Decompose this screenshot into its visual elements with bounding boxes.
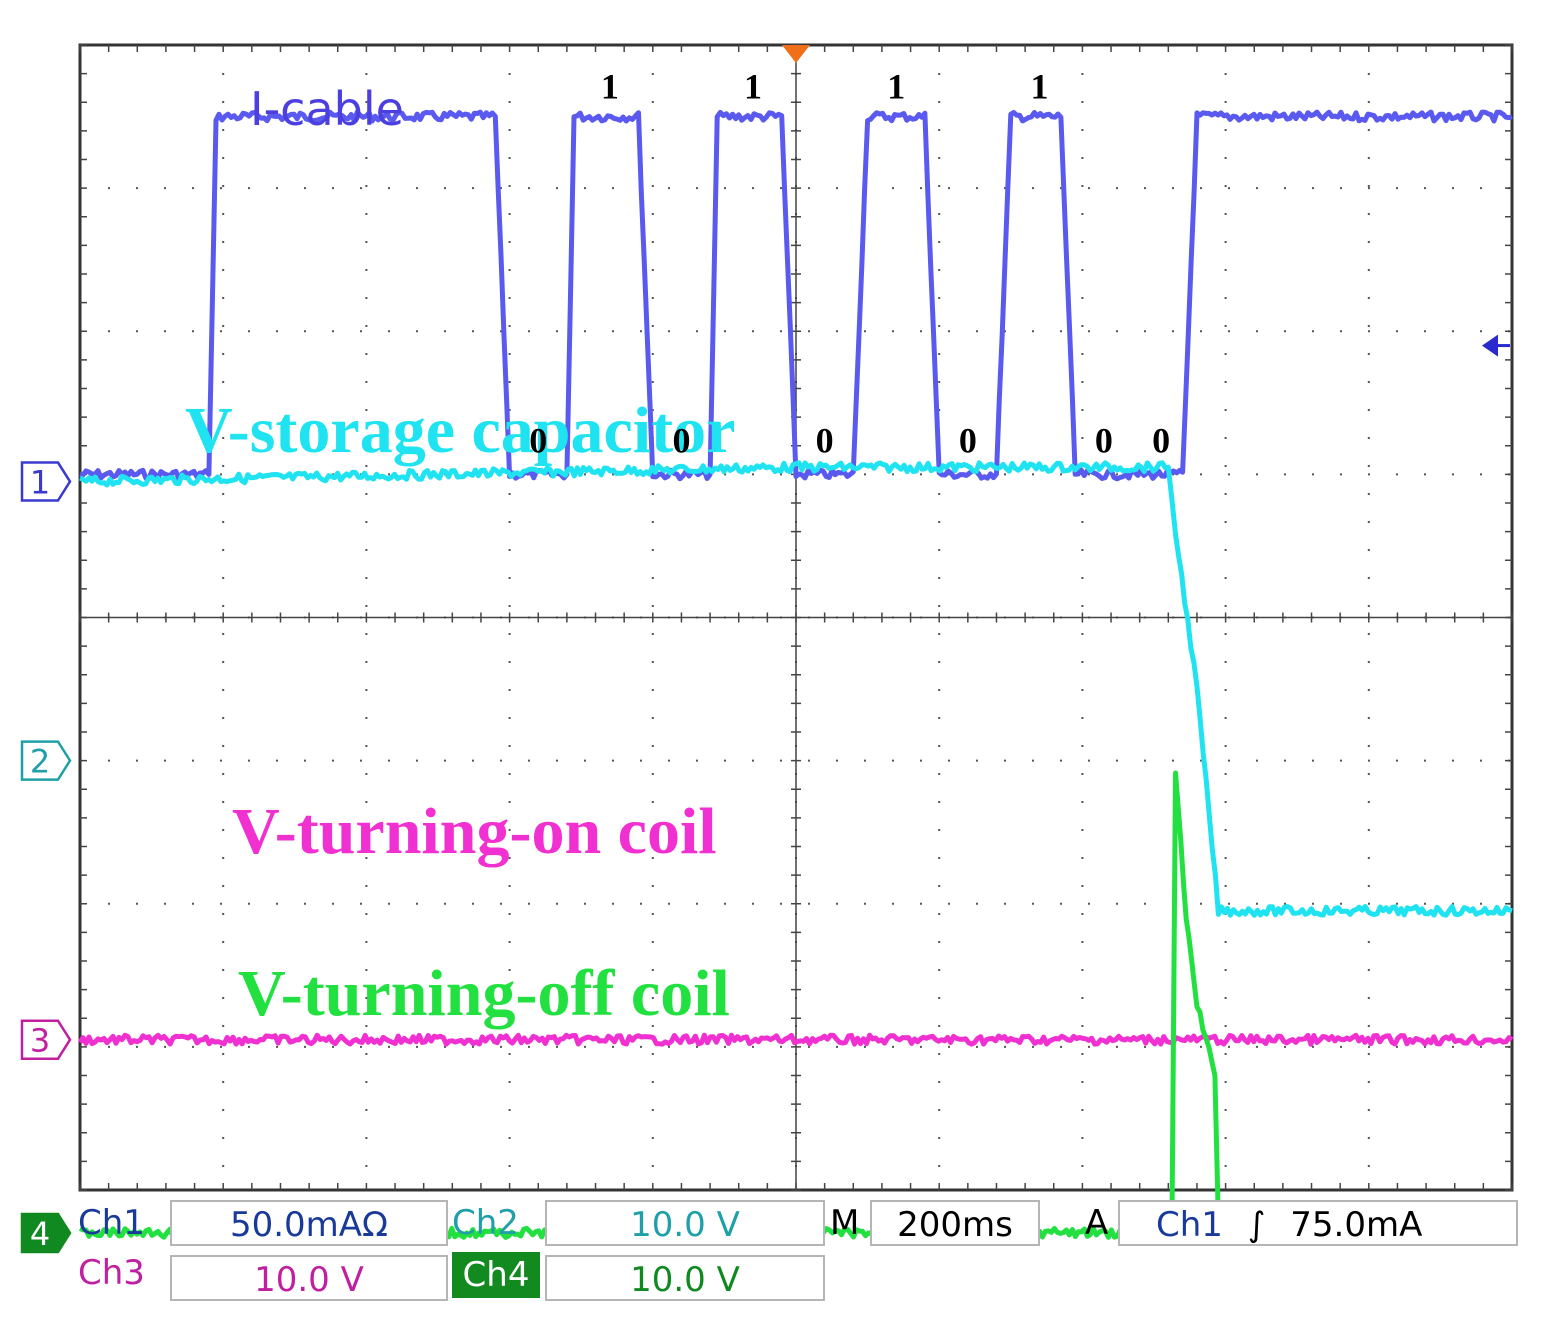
ch1-scale: 50.0mAΩ — [170, 1200, 448, 1246]
ch2-scale: 10.0 V — [545, 1200, 825, 1246]
label-i-cable: I-cable — [250, 82, 404, 136]
timebase-label: M — [830, 1203, 860, 1243]
bit-label: 0 — [529, 420, 547, 460]
ch1-label: Ch1 — [78, 1203, 145, 1243]
trigger-level: 75.0mA — [1290, 1205, 1423, 1245]
channel-4-marker: 4 — [20, 1212, 72, 1254]
bit-label: 0 — [1152, 420, 1170, 460]
trigger-level-icon — [1482, 334, 1498, 357]
marker-shape — [20, 1212, 72, 1254]
bit-label: 0 — [1095, 420, 1113, 460]
timebase-value: 200ms — [870, 1200, 1040, 1246]
marker-shape — [20, 461, 72, 502]
bit-label: 1 — [744, 67, 762, 107]
marker-label: 1 — [30, 464, 50, 502]
marker-label: 2 — [30, 743, 50, 781]
channel-2-marker: 2 — [20, 740, 72, 781]
trigger-slope-icon: ∫ — [1247, 1205, 1266, 1245]
trigger-position-icon — [782, 45, 810, 63]
channel-3-marker: 3 — [20, 1019, 72, 1060]
trace-i-cable — [79, 109, 1513, 482]
trigger-info: Ch1 ∫ 75.0mA — [1118, 1200, 1518, 1246]
bit-label: 1 — [601, 67, 619, 107]
graticule — [78, 43, 1514, 1192]
trigger-label: A — [1085, 1203, 1109, 1243]
ch3-scale: 10.0 V — [170, 1255, 448, 1301]
trace-v-storage-capacitor — [79, 460, 1513, 918]
bit-label: 0 — [672, 420, 690, 460]
trace-v-turning-on-coil — [77, 1032, 1514, 1047]
ch4-label: Ch4 — [452, 1252, 540, 1298]
bit-label: 1 — [887, 67, 905, 107]
marker-label: 3 — [30, 1022, 50, 1060]
marker-shape — [20, 740, 72, 781]
channel-1-marker: 1 — [20, 461, 72, 502]
bit-label: 1 — [1030, 67, 1048, 107]
ch4-scale: 10.0 V — [545, 1255, 825, 1301]
marker-shape — [20, 1019, 72, 1060]
trigger-source: Ch1 — [1156, 1205, 1223, 1245]
bit-label: 0 — [959, 420, 977, 460]
marker-label: 4 — [30, 1215, 50, 1253]
bit-label: 0 — [816, 420, 834, 460]
trace-labels: I-cable V-storage capacitor V-turning-on… — [185, 82, 735, 1030]
label-v-turning-on-coil: V-turning-on coil — [232, 795, 717, 868]
ch3-label: Ch3 — [78, 1253, 145, 1293]
ch2-label: Ch2 — [452, 1203, 519, 1243]
channel-markers: 1 2 3 4 — [20, 45, 1510, 1254]
label-v-storage-capacitor: V-storage capacitor — [185, 394, 735, 467]
label-v-turning-off-coil: V-turning-off coil — [238, 957, 730, 1030]
